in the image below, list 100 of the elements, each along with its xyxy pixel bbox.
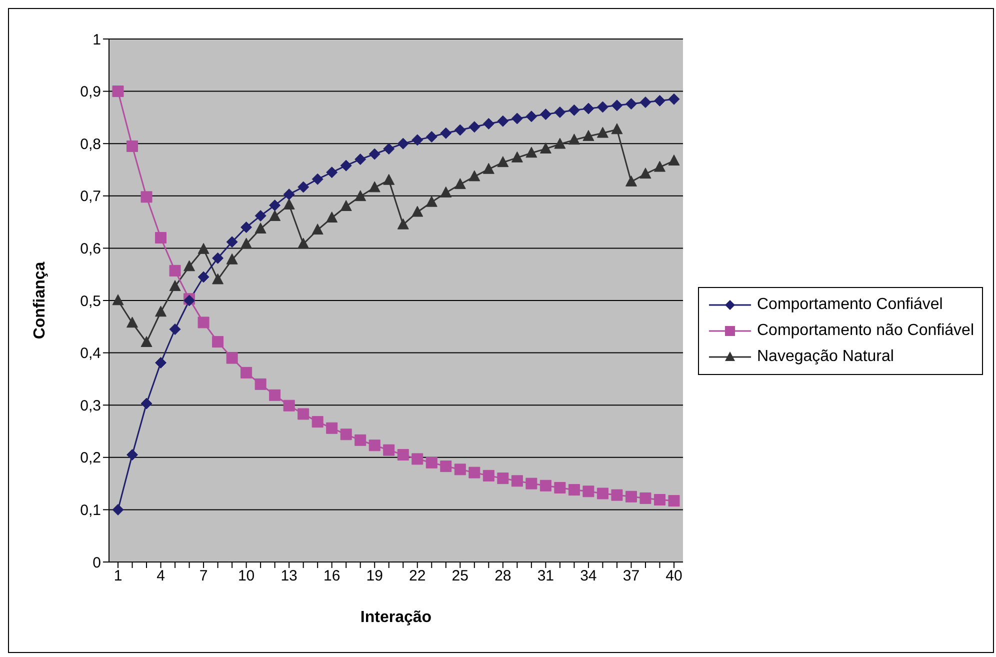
- point: [397, 138, 409, 150]
- point: [354, 434, 366, 446]
- point: [511, 112, 523, 124]
- x-tick-label: 1: [114, 568, 122, 585]
- y-tick-label: 0: [92, 554, 101, 572]
- point: [112, 504, 124, 516]
- point: [283, 198, 295, 210]
- point: [140, 191, 152, 203]
- point: [640, 168, 652, 179]
- point: [526, 146, 538, 158]
- point: [283, 400, 295, 412]
- point: [412, 134, 424, 146]
- point: [568, 484, 580, 496]
- point: [212, 336, 224, 348]
- point: [625, 490, 637, 502]
- x-tick-label: 28: [494, 568, 512, 585]
- point: [169, 264, 181, 276]
- x-tick-label: 13: [280, 568, 298, 585]
- point: [226, 352, 238, 364]
- point: [112, 294, 124, 306]
- x-tick-label: 7: [199, 568, 208, 585]
- y-tick-label: 0,7: [80, 188, 101, 206]
- point: [226, 236, 238, 248]
- point: [526, 110, 538, 122]
- point: [426, 456, 438, 468]
- point: [482, 118, 494, 130]
- point: [383, 174, 395, 185]
- x-tick-label: 22: [409, 568, 426, 585]
- point: [468, 170, 480, 182]
- point: [540, 480, 552, 492]
- point: [340, 428, 352, 440]
- point: [368, 440, 380, 452]
- point: [368, 148, 380, 160]
- point: [354, 190, 366, 202]
- point: [625, 98, 637, 110]
- legend-label: Navegação Natural: [756, 348, 894, 366]
- point: [497, 115, 509, 127]
- point: [340, 160, 352, 172]
- point: [140, 336, 152, 347]
- y-tick-label: 0,6: [80, 240, 101, 258]
- point: [497, 472, 509, 484]
- point: [640, 492, 652, 504]
- point: [340, 200, 352, 212]
- point: [482, 162, 494, 174]
- point: [611, 100, 623, 112]
- x-tick-label: 37: [622, 568, 640, 585]
- x-tick-label: 34: [580, 568, 597, 585]
- point: [283, 188, 295, 200]
- point: [482, 470, 494, 482]
- point: [383, 143, 395, 155]
- point: [668, 495, 680, 507]
- point: [540, 142, 552, 154]
- point: [426, 131, 438, 143]
- point: [596, 126, 608, 138]
- x-tick-label: 4: [156, 568, 165, 585]
- point: [440, 460, 452, 472]
- y-tick-label: 0,4: [80, 345, 101, 362]
- point: [269, 200, 281, 212]
- point: [397, 449, 409, 461]
- point: [497, 156, 509, 168]
- y-tick-label: 0,5: [80, 292, 101, 310]
- point: [298, 238, 310, 249]
- x-tick-label: 19: [366, 568, 383, 585]
- point: [582, 102, 594, 114]
- point: [454, 178, 466, 190]
- point: [511, 151, 523, 162]
- x-tick-label: 25: [452, 568, 468, 585]
- point: [269, 389, 281, 401]
- point: [582, 486, 594, 498]
- x-tick-label: 10: [238, 568, 255, 585]
- point: [640, 96, 652, 108]
- point: [169, 280, 181, 292]
- point: [126, 316, 138, 328]
- point: [269, 210, 281, 221]
- point: [312, 224, 324, 235]
- point: [568, 134, 580, 145]
- point: [611, 123, 623, 134]
- point: [140, 398, 152, 410]
- x-tick-label: 16: [323, 568, 340, 585]
- point: [454, 124, 466, 136]
- point: [383, 444, 395, 456]
- legend-label: Comportamento não Confiável: [756, 322, 974, 340]
- point: [226, 253, 238, 264]
- point: [596, 101, 608, 113]
- point: [240, 222, 252, 234]
- point: [312, 173, 324, 185]
- point: [155, 356, 167, 368]
- y-axis-title: Confiança: [32, 262, 49, 340]
- y-tick-label: 0,3: [80, 397, 101, 414]
- point: [254, 378, 266, 390]
- point: [254, 210, 266, 222]
- point: [596, 488, 608, 500]
- point: [668, 154, 680, 166]
- point: [169, 324, 181, 336]
- point: [654, 94, 666, 106]
- point: [298, 181, 310, 193]
- point: [554, 106, 566, 118]
- x-tick-label: 40: [666, 568, 682, 585]
- point: [582, 130, 594, 141]
- y-tick-label: 0,9: [80, 84, 101, 101]
